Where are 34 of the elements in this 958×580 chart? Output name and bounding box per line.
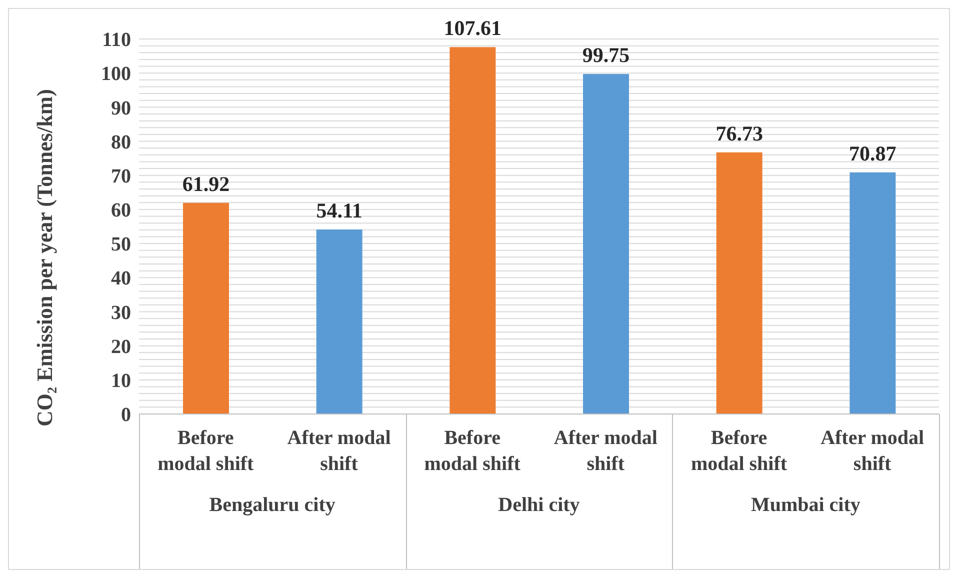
bar	[316, 230, 362, 414]
text: Delhi city	[497, 494, 581, 517]
bar	[183, 202, 229, 414]
y-tick-label: 10	[111, 370, 131, 392]
data-label: 76.73	[716, 121, 763, 146]
y-tick-label: 60	[111, 200, 131, 222]
data-label: 61.92	[182, 172, 230, 196]
data-label: 107.61	[444, 16, 502, 40]
y-tick-label: 110	[102, 29, 131, 52]
x-tick-label: Before modal shift	[424, 427, 521, 475]
y-tick-label: 100	[101, 63, 131, 86]
bar	[850, 172, 896, 414]
x-tick-label: Before modal shift	[158, 427, 254, 475]
y-tick-label: 90	[111, 97, 131, 120]
y-tick-label: 50	[111, 234, 131, 256]
y-tick-label: 0	[121, 404, 131, 426]
x-tick-label: Before modal shift	[690, 427, 788, 475]
y-tick-label: 20	[111, 336, 131, 358]
y-tick-label: 70	[111, 165, 131, 188]
text: Mumbai city	[750, 494, 862, 517]
data-label: 54.11	[316, 198, 362, 223]
x-tick-label: After modal shift	[287, 427, 392, 475]
bar	[716, 152, 762, 414]
y-tick-label: 80	[111, 131, 131, 154]
y-axis-title: CO₂ Emission per year (Tonnes/km)	[32, 89, 57, 426]
text: Bengaluru city	[208, 494, 336, 517]
x-tick-label: After modal shift	[554, 427, 658, 475]
data-label: 70.87	[849, 141, 896, 166]
bar	[450, 47, 496, 414]
data-label: 99.75	[582, 42, 630, 67]
y-tick-label: 40	[111, 268, 131, 290]
x-tick-label: After modal shift	[820, 427, 925, 475]
bar	[583, 74, 629, 414]
y-tick-label: 30	[111, 302, 131, 324]
